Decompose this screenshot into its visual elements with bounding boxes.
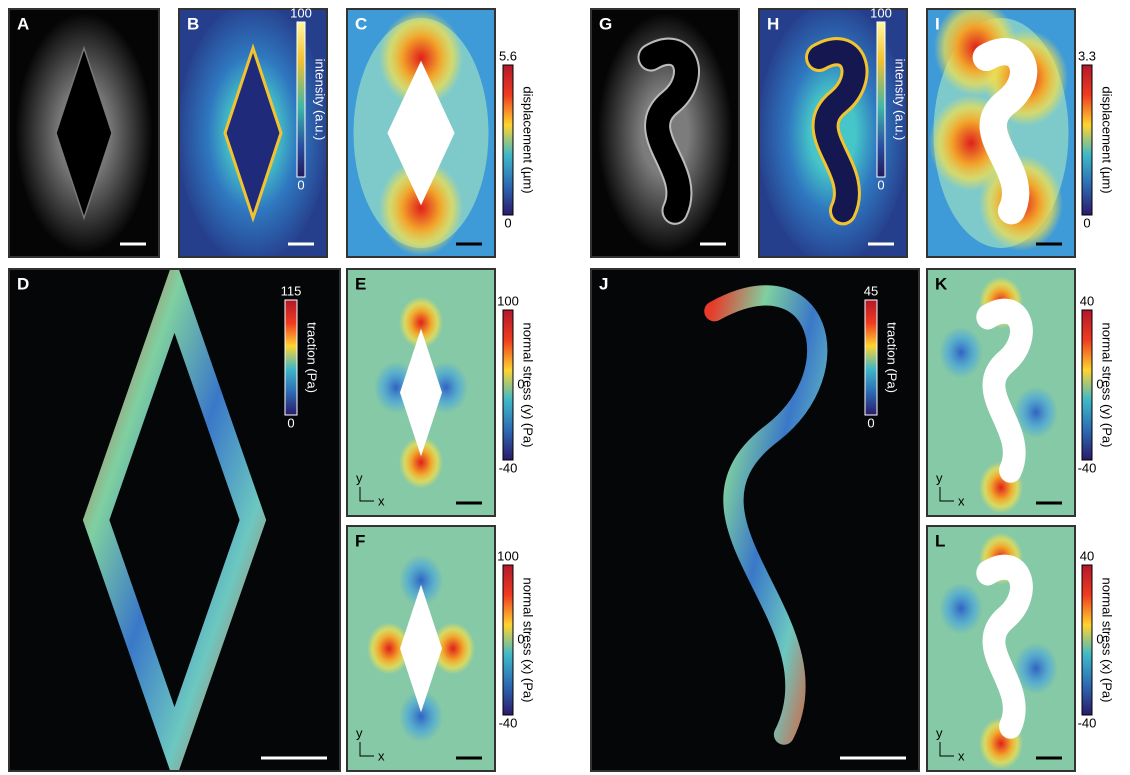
colorbar — [1082, 565, 1092, 715]
panel — [346, 8, 496, 258]
colorbar-tick-label: 0 — [287, 415, 294, 430]
colorbar — [503, 565, 513, 715]
colorbar-tick-label: 100 — [497, 293, 519, 308]
colorbar-tick-label: 100 — [290, 5, 312, 20]
panel-label: J — [599, 274, 608, 293]
colorbar-title: intensity (a.u.) — [313, 59, 328, 141]
panel-label: D — [17, 274, 29, 293]
axis-label-x: x — [958, 748, 965, 763]
panel-label: A — [17, 14, 29, 33]
colorbar-tick-label: 0 — [1083, 215, 1090, 230]
panel — [346, 268, 496, 517]
panel — [8, 8, 160, 258]
panel — [346, 525, 496, 772]
colorbar-tick-label: -40 — [499, 715, 518, 730]
axis-label-x: x — [958, 493, 965, 508]
panel — [926, 525, 1076, 772]
colorbar-title: displacement (µm) — [1100, 86, 1115, 193]
colorbar-title: traction (Pa) — [305, 322, 320, 393]
colorbar-tick-label: 115 — [281, 283, 302, 298]
colorbar-title: normal stress (x) (Pa) — [1100, 578, 1115, 703]
colorbar-tick-label: 0 — [504, 215, 511, 230]
colorbar-tick-label: 5.6 — [499, 48, 517, 63]
colorbar-tick-label: 100 — [497, 548, 519, 563]
axis-label-x: x — [378, 493, 385, 508]
colorbar — [1082, 65, 1092, 215]
colorbar-tick-label: -40 — [499, 460, 518, 475]
colorbar-tick-label: 0 — [297, 177, 304, 192]
stress-spot — [939, 327, 983, 379]
panel-label: C — [355, 14, 367, 33]
colorbar-tick-label: 40 — [1080, 293, 1094, 308]
colorbar — [865, 300, 877, 415]
axis-label-y: y — [936, 470, 943, 485]
colorbar-title: traction (Pa) — [885, 322, 900, 393]
panel-label: I — [935, 14, 940, 33]
colorbar-tick-label: -40 — [1078, 715, 1097, 730]
panel-label: H — [767, 14, 779, 33]
colorbar-tick-label: 3.3 — [1078, 48, 1096, 63]
panel — [590, 8, 740, 258]
colorbar — [285, 300, 297, 415]
colorbar — [503, 310, 513, 460]
colorbar — [1082, 310, 1092, 460]
panel-label: E — [355, 274, 366, 293]
panel-label: K — [935, 274, 948, 293]
panel-label: F — [355, 531, 365, 550]
colorbar-tick-label: -40 — [1078, 460, 1097, 475]
colorbar-tick-label: 0 — [877, 177, 884, 192]
panel — [926, 268, 1076, 517]
colorbar-tick-label: 40 — [1080, 548, 1094, 563]
colorbar-tick-label: 0 — [867, 415, 874, 430]
panel-label: L — [935, 531, 945, 550]
panel — [926, 0, 1076, 258]
colorbar-title: normal stress (x) (Pa) — [521, 578, 536, 703]
axis-label-y: y — [936, 725, 943, 740]
axis-label-y: y — [356, 470, 363, 485]
colorbar-title: displacement (µm) — [521, 86, 536, 193]
axis-label-y: y — [356, 725, 363, 740]
colorbar-title: normal stress (y) (Pa) — [521, 323, 536, 448]
colorbar-tick-label: 45 — [864, 283, 878, 298]
panel-label: G — [599, 14, 612, 33]
colorbar-title: intensity (a.u.) — [893, 59, 908, 141]
panel-label: B — [187, 14, 199, 33]
colorbar-tick-label: 100 — [870, 5, 892, 20]
colorbar-title: normal stress (y) (Pa) — [1100, 323, 1115, 448]
colorbar — [297, 22, 305, 177]
colorbar — [503, 65, 513, 215]
colorbar — [877, 22, 885, 177]
figure: A B 100 0 intensity (a.u.) C 5.6 0 displacement … — [0, 0, 1130, 775]
stress-spot — [939, 583, 983, 635]
axis-label-x: x — [378, 748, 385, 763]
